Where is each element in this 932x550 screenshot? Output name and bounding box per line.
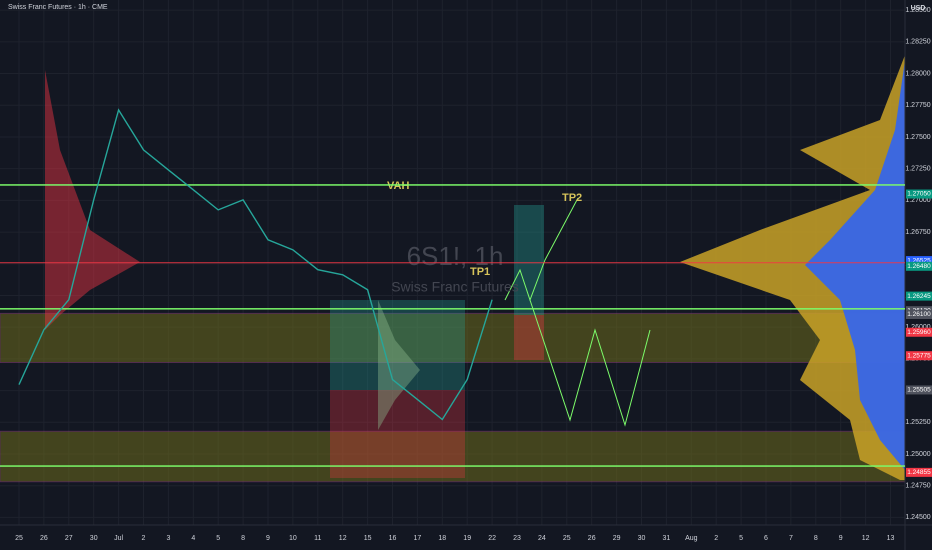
x-tick-label: 30 [90,535,98,542]
x-tick-label: 9 [839,535,843,542]
y-tick-label: 1.28500 [905,7,930,14]
price-tag [906,351,932,361]
x-tick-label: 23 [513,535,521,542]
x-tick-label: 17 [414,535,422,542]
price-tag-label: 1.24855 [907,469,931,476]
y-tick-label: 1.28250 [905,39,930,46]
y-tick-label: 1.27500 [905,134,930,141]
x-tick-label: 30 [638,535,646,542]
y-tick-label: 1.24750 [905,483,930,490]
y-tick-label: 1.26000 [905,324,930,331]
x-tick-label: 15 [364,535,372,542]
long-stop-box [514,315,544,360]
x-tick-label: 13 [887,535,895,542]
x-tick-label: 26 [588,535,596,542]
session-profile [378,300,420,430]
price-tag [906,467,932,477]
price-line [18,108,493,421]
x-tick-label: Jul [114,535,123,542]
x-tick-label: Aug [685,535,698,542]
x-tick-label: 4 [191,535,195,542]
price-tag [906,261,932,271]
x-tick-label: 26 [40,535,48,542]
y-tick-label: 1.28000 [905,70,930,77]
price-tag-label: 1.27050 [907,191,931,198]
x-tick-label: 5 [216,535,220,542]
volume-profile [680,55,905,480]
x-tick-label: 8 [241,535,245,542]
x-tick-label: 18 [438,535,446,542]
y-tick-label: 1.27250 [905,166,930,173]
y-tick-label: 1.25250 [905,419,930,426]
x-tick-label: 24 [538,535,546,542]
price-tag [906,189,932,199]
x-tick-label: 3 [166,535,170,542]
x-tick-label: 22 [488,535,496,542]
watermark: 6S1!, 1h [407,241,504,271]
price-tag-label: 1.25960 [907,329,931,336]
price-tag-label: 1.25775 [907,352,931,359]
price-tag [906,256,932,266]
tp1-label: TP1 [470,266,490,278]
x-tick-label: 6 [764,535,768,542]
session-profile [45,70,140,330]
currency-label: USD [911,5,926,12]
volume-profile [805,60,905,470]
x-tick-label: 12 [862,535,870,542]
x-tick-label: 2 [142,535,146,542]
x-tick-label: 31 [663,535,671,542]
x-tick-label: 8 [814,535,818,542]
x-tick-label: 2 [714,535,718,542]
x-tick-label: 29 [613,535,621,542]
price-tag-label: 1.26100 [907,311,931,318]
watermark-subtitle: Swiss Franc Futures [391,279,519,295]
x-tick-label: 25 [563,535,571,542]
long-stop-box [330,390,465,478]
x-tick-label: 5 [739,535,743,542]
price-tag [906,385,932,395]
y-tick-label: 1.25000 [905,451,930,458]
price-tag [906,309,932,319]
y-tick-label: 1.27000 [905,197,930,204]
x-tick-label: 12 [339,535,347,542]
x-tick-label: 10 [289,535,297,542]
long-target-box [330,300,465,390]
price-tag [906,291,932,301]
y-tick-label: 1.27750 [905,102,930,109]
zone [0,312,906,363]
zone [0,430,906,483]
x-tick-label: 19 [463,535,471,542]
y-tick-label: 1.24500 [905,514,930,521]
y-tick-label: 1.26750 [905,229,930,236]
x-tick-label: 27 [65,535,73,542]
x-tick-label: 7 [789,535,793,542]
back-layer [0,0,906,525]
x-tick-label: 25 [15,535,23,542]
x-tick-label: 16 [389,535,397,542]
price-tag-label: 1.25505 [907,387,931,394]
price-tag [906,327,932,337]
price-tag-label: 1.26525 [907,257,931,264]
chart-title: Swiss Franc Futures · 1h · CME [8,4,108,11]
tp2-label: TP2 [562,192,582,204]
price-tag-label: 1.26480 [907,263,931,270]
projection-path [529,299,651,427]
x-tick-label: 11 [314,535,321,542]
x-tick-label: 9 [266,535,270,542]
price-tag-label: 1.26245 [907,293,931,300]
vah-label: VAH [387,180,409,192]
